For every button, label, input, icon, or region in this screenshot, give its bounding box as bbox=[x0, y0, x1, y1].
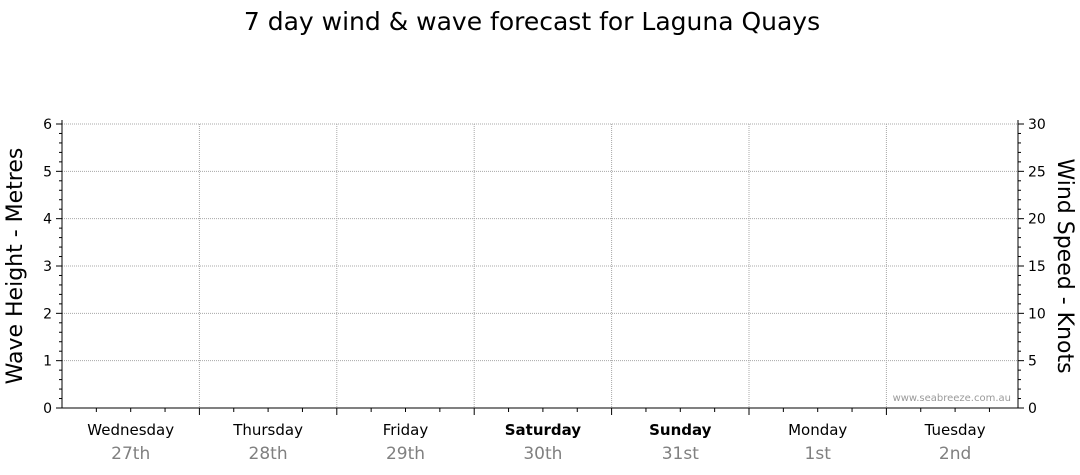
left-tick-label: 1 bbox=[43, 354, 52, 370]
left-axis-ticks: 0 1 2 3 4 5 6 bbox=[43, 117, 62, 417]
right-tick-label: 30 bbox=[1028, 117, 1046, 133]
day-date: 28th bbox=[249, 444, 288, 464]
day-date: 2nd bbox=[939, 444, 971, 464]
right-tick-label: 5 bbox=[1028, 354, 1037, 370]
right-tick-label: 0 bbox=[1028, 401, 1037, 417]
day-name: Tuesday bbox=[924, 421, 986, 439]
credit-text: www.seabreeze.com.au bbox=[893, 393, 1011, 404]
right-tick-label: 15 bbox=[1028, 259, 1046, 275]
day-date: 30th bbox=[523, 444, 562, 464]
axes bbox=[61, 120, 1019, 415]
left-tick-label: 6 bbox=[43, 117, 52, 133]
day-date: 29th bbox=[386, 444, 425, 464]
left-tick-label: 2 bbox=[43, 306, 52, 322]
left-tick-label: 3 bbox=[43, 259, 52, 275]
right-tick-label: 20 bbox=[1028, 212, 1046, 228]
grid-lines bbox=[62, 123, 1018, 408]
day-name: Wednesday bbox=[87, 421, 174, 439]
right-tick-label: 10 bbox=[1028, 306, 1046, 322]
right-axis-title: Wind Speed - Knots bbox=[1052, 158, 1077, 373]
day-date: 31st bbox=[662, 444, 699, 464]
right-tick-label: 25 bbox=[1028, 164, 1046, 180]
day-name: Friday bbox=[383, 421, 429, 439]
left-tick-label: 4 bbox=[43, 212, 52, 228]
chart-title: 7 day wind & wave forecast for Laguna Qu… bbox=[244, 7, 820, 36]
day-name: Sunday bbox=[649, 421, 712, 439]
day-name: Thursday bbox=[232, 421, 303, 439]
day-date: 1st bbox=[805, 444, 832, 464]
day-name: Saturday bbox=[505, 421, 582, 439]
day-labels: Wednesday 27th Thursday 28th Friday 29th Satur… bbox=[87, 421, 985, 464]
day-date: 27th bbox=[111, 444, 150, 464]
right-axis-ticks: 0 5 10 15 20 25 30 bbox=[1018, 117, 1046, 417]
left-axis-title: Wave Height - Metres bbox=[3, 148, 28, 385]
day-name: Monday bbox=[788, 421, 847, 439]
left-tick-label: 5 bbox=[43, 164, 52, 180]
left-tick-label: 0 bbox=[43, 401, 52, 417]
